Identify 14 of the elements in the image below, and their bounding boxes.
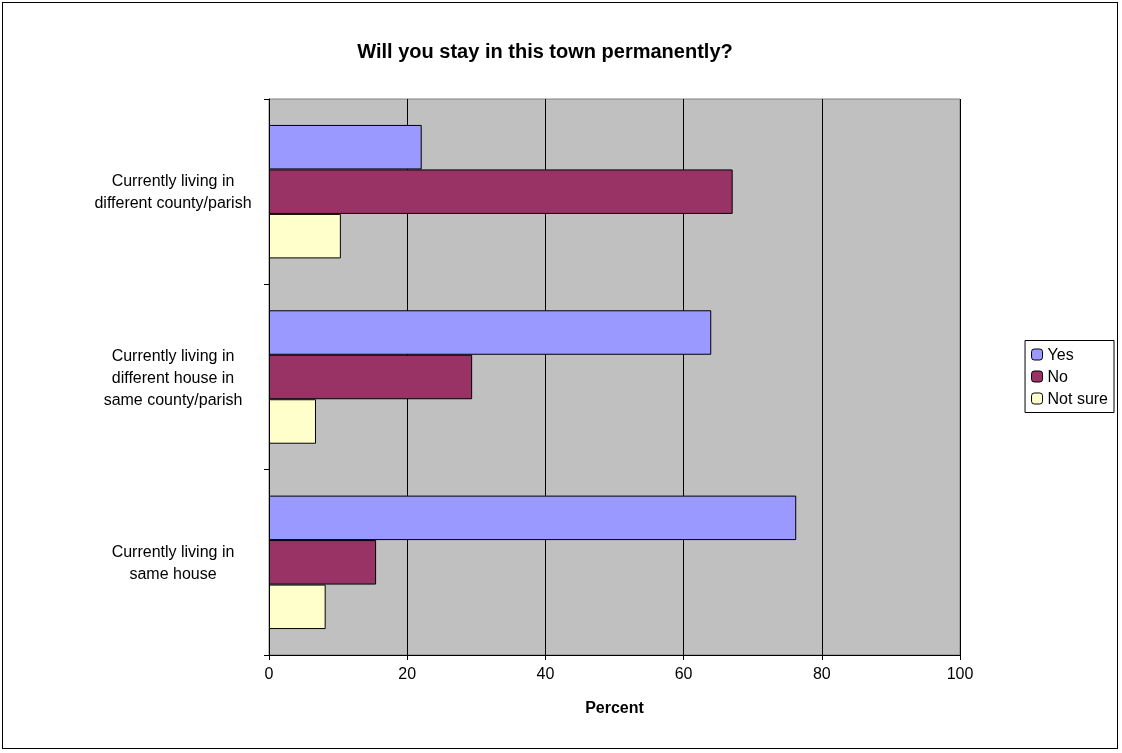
y-tick-label: Currently living in different county/parish	[94, 172, 252, 212]
x-tick-label: 60	[674, 664, 693, 682]
x-axis-title: Percent	[585, 698, 645, 716]
y-tick-label: Currently living in same house	[111, 542, 235, 582]
legend-label: Not sure	[1047, 390, 1109, 407]
x-tick-label: 40	[536, 664, 555, 682]
legend-label: Yes	[1047, 346, 1074, 363]
y-tick-label: Currently living in different house in same county/parish	[103, 346, 243, 408]
x-tick-label: 100	[946, 664, 974, 682]
legend-label: No	[1047, 368, 1069, 385]
x-tick-label: 0	[264, 664, 274, 682]
x-tick-label: 20	[398, 664, 417, 682]
x-tick-label: 80	[812, 664, 831, 682]
chart-title: Will you stay in this town permanently?	[357, 40, 733, 62]
